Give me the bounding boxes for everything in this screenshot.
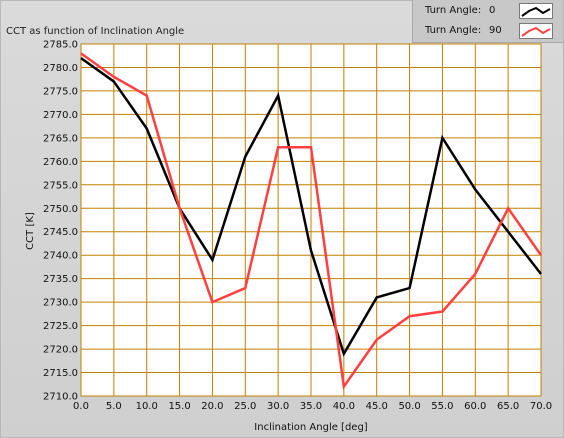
y-tick-label-11: 2765.0 (43, 133, 78, 144)
x-tick-label-14: 70.0 (530, 401, 552, 412)
legend-label-1: Turn Angle: (425, 25, 482, 36)
x-tick-label-2: 10.0 (136, 401, 158, 412)
x-tick-label-3: 15.0 (168, 401, 190, 412)
y-tick-label-1: 2715.0 (43, 368, 78, 379)
y-tick-label-14: 2780.0 (43, 63, 78, 74)
legend-label-0: Turn Angle: (425, 5, 482, 16)
x-tick-label-13: 65.0 (497, 401, 519, 412)
y-tick-label-10: 2760.0 (43, 157, 78, 168)
y-tick-label-3: 2725.0 (43, 321, 78, 332)
x-axis-label: Inclination Angle [deg] (254, 422, 368, 433)
x-tick-label-1: 5.0 (106, 401, 122, 412)
y-axis-label: CCT [K] (25, 212, 36, 250)
y-tick-label-8: 2750.0 (43, 204, 78, 215)
legend: Turn Angle: 0 Turn Angle: 90 (412, 0, 563, 43)
y-tick-label-0: 2710.0 (43, 392, 78, 403)
x-tick-label-11: 55.0 (431, 401, 453, 412)
y-tick-label-13: 2775.0 (43, 86, 78, 97)
y-tick-label-12: 2770.0 (43, 110, 78, 121)
x-tick-label-0: 0.0 (73, 401, 89, 412)
y-axis: 2710.0 2715.0 2720.0 2725.0 2730.0 2735.0 2740… (43, 40, 78, 403)
legend-value-1: 90 (489, 25, 502, 36)
x-tick-label-6: 30.0 (267, 401, 289, 412)
x-tick-label-8: 40.0 (333, 401, 355, 412)
y-tick-label-6: 2740.0 (43, 251, 78, 262)
series-group (80, 52, 543, 390)
x-tick-label-9: 45.0 (366, 401, 388, 412)
legend-line-icon-0 (521, 6, 551, 17)
y-tick-label-5: 2735.0 (43, 274, 78, 285)
x-tick-label-10: 50.0 (398, 401, 420, 412)
x-axis: 0.0 5.0 10.0 15.0 20.0 25.0 30.0 35.0 40.0 45.0 50… (73, 401, 552, 412)
x-tick-label-5: 25.0 (234, 401, 256, 412)
legend-entry-0: Turn Angle: 0 (413, 1, 563, 21)
chart-title: CCT as function of Inclination Angle (6, 26, 185, 37)
y-tick-label-2: 2720.0 (43, 345, 78, 356)
y-tick-label-9: 2755.0 (43, 180, 78, 191)
legend-swatch-0 (519, 3, 553, 19)
legend-swatch-1 (519, 23, 553, 39)
grid (80, 43, 542, 397)
y-tick-label-7: 2745.0 (43, 227, 78, 238)
legend-entry-1: Turn Angle: 90 (413, 21, 563, 41)
y-tick-label-15: 2785.0 (43, 40, 78, 51)
x-tick-label-12: 60.0 (464, 401, 486, 412)
legend-line-icon-1 (521, 26, 551, 37)
legend-value-0: 0 (489, 5, 496, 16)
x-tick-label-4: 20.0 (201, 401, 223, 412)
x-tick-label-7: 35.0 (300, 401, 322, 412)
y-tick-label-4: 2730.0 (43, 298, 78, 309)
